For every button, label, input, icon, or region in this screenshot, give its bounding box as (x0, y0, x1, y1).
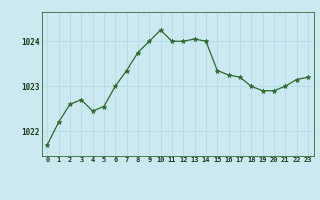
Text: Graphe pression niveau de la mer (hPa): Graphe pression niveau de la mer (hPa) (58, 179, 262, 188)
